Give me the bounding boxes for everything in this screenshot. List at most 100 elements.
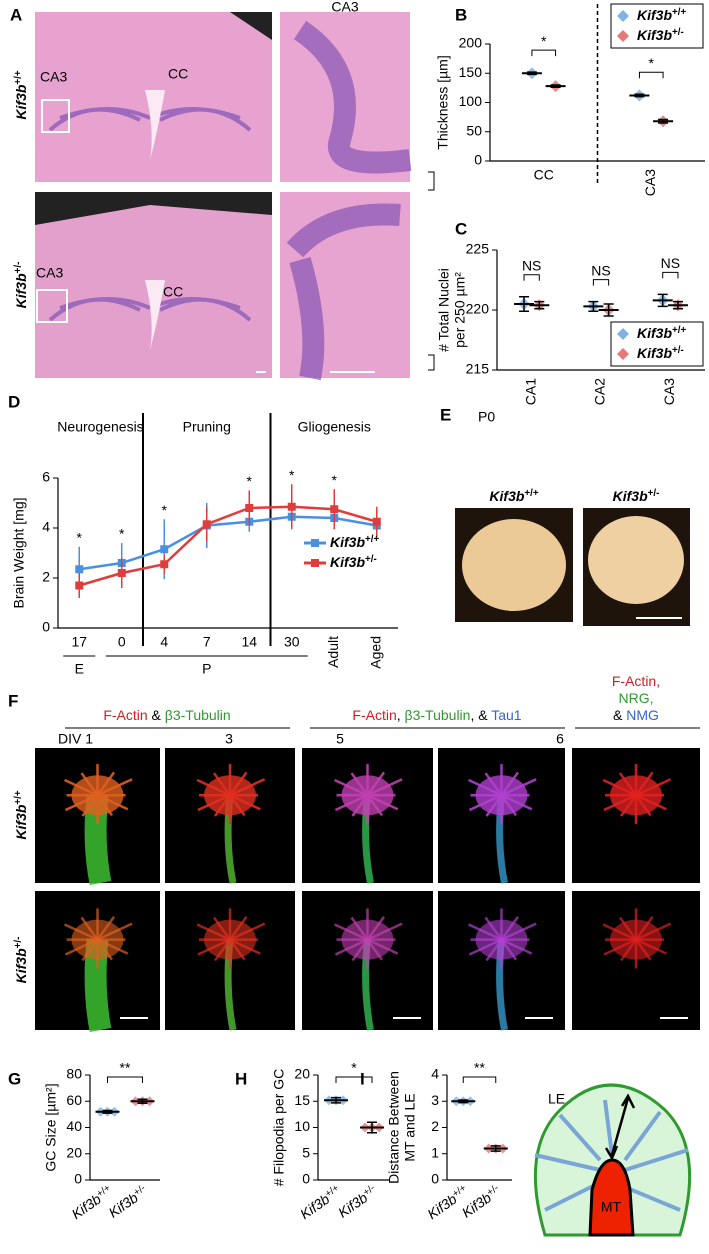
data-point: [117, 569, 126, 577]
growth-cone: [341, 919, 394, 960]
y-tick-label: 1: [431, 1144, 439, 1160]
header-part: , &: [470, 707, 491, 723]
stage-label: Gliogenesis: [298, 419, 371, 435]
significance: *: [289, 467, 295, 483]
error-bar: [603, 303, 614, 317]
data-point: [202, 520, 211, 529]
legend-marker: [617, 348, 629, 360]
x-tick-label: Kif3b+/-: [105, 1182, 150, 1220]
panel-label: F: [8, 691, 18, 710]
significance-bracket: [335, 1076, 373, 1083]
error-bar: [102, 1109, 113, 1114]
brain-photos: [455, 508, 690, 626]
growth-cone: [475, 919, 528, 960]
y-tick-label: 6: [42, 469, 50, 485]
region-label: CC: [163, 284, 183, 300]
y-tick-label: 10: [294, 1118, 310, 1134]
series-line: [79, 515, 377, 571]
y-axis-label: MT and LE: [402, 1093, 418, 1161]
y-tick-label: 20: [66, 1144, 82, 1160]
div-label: 5: [336, 731, 344, 747]
genotype-label: Kif3b+/-: [613, 488, 660, 504]
legend-box: [610, 321, 704, 367]
y-tick-label: 0: [74, 1171, 82, 1187]
y-tick-label: 5: [302, 1144, 310, 1160]
data-point: [372, 517, 381, 526]
error-bar: [331, 1096, 341, 1104]
y-tick-label: 50: [466, 122, 482, 138]
y-tick-label: 60: [66, 1092, 82, 1108]
y-tick-label: 2: [431, 1118, 439, 1134]
header-part: &: [148, 707, 165, 723]
error-bar: [634, 93, 645, 98]
legend-label: Kif3b+/-: [637, 345, 684, 361]
y-axis-label: # Filopodia per GC: [271, 1069, 287, 1187]
data-point: [245, 504, 254, 512]
header-text: NRG,: [619, 690, 654, 706]
y-axis-label: GC Size [µm²]: [43, 1083, 59, 1171]
error-bar: [588, 300, 599, 312]
header-text: F-Actin, β3-Tubulin, & Tau1: [352, 707, 521, 723]
significance-bracket: [107, 1076, 143, 1083]
ca3-layer: [286, 203, 401, 381]
arrow-heads: [604, 1093, 636, 1161]
header-part: β3-Tubulin: [165, 707, 231, 723]
y-tick-label: 0: [42, 619, 50, 635]
y-tick-label: 100: [459, 93, 483, 109]
bracket: [428, 354, 435, 371]
y-tick-label: 0: [302, 1171, 310, 1187]
header-part: Tau1: [491, 707, 522, 723]
y-tick-label: 80: [66, 1066, 82, 1082]
y-tick-label: 225: [466, 241, 490, 257]
legend-label: Kif3b+/+: [637, 7, 686, 23]
significance: *: [541, 33, 547, 49]
header-part: NMG: [626, 707, 659, 723]
significance-bracket: [592, 279, 610, 286]
significance: **: [120, 1060, 131, 1076]
growth-cone: [610, 775, 662, 816]
bracket: [428, 171, 435, 191]
y-tick-label: 0: [431, 1171, 439, 1187]
distance-arrow: [610, 1097, 630, 1156]
genotype-label: Kif3b+/-: [13, 262, 29, 309]
x-tick-label: Kif3b+/+: [68, 1182, 115, 1222]
significance: NS: [661, 255, 680, 271]
error-bar: [658, 118, 669, 124]
growth-cone: [204, 775, 256, 816]
significance: *: [162, 502, 168, 518]
background: [35, 192, 272, 225]
x-tick-label: 17: [71, 634, 87, 650]
y-tick-label: 15: [294, 1092, 310, 1108]
error-bar: [550, 84, 561, 89]
group-label: P: [202, 661, 211, 677]
x-tick-label: Kif3b+/-: [335, 1182, 380, 1220]
y-tick-label: 220: [466, 301, 490, 317]
significance: NS: [591, 262, 610, 278]
error-bar: [519, 296, 530, 312]
panel-label: D: [8, 392, 20, 411]
significance-bracket: [462, 1076, 497, 1083]
hippocampus: [48, 297, 252, 322]
header-part: ,: [397, 707, 405, 723]
significance-bracket: [523, 274, 540, 281]
legend-marker: [311, 559, 319, 567]
error-bar: [534, 300, 545, 310]
header-text: F-Actin,: [612, 673, 660, 689]
filopodia: [534, 1099, 689, 1212]
genotype-label: Kif3b+/+: [13, 790, 29, 839]
panel-label: C: [455, 219, 467, 238]
y-axis-label: Distance Between: [386, 1071, 402, 1184]
header-part: β3-Tubulin: [405, 707, 471, 723]
error-bar: [137, 1098, 148, 1104]
significance: *: [119, 526, 125, 542]
y-axis-label: Brain Weight [mg]: [11, 497, 27, 608]
significance: *: [247, 473, 253, 489]
x-tick-label: Adult: [325, 636, 341, 668]
growth-cone: [71, 919, 124, 960]
x-tick-label: CA3: [642, 169, 658, 196]
legend-label: Kif3b+/+: [637, 325, 686, 341]
y-tick-label: 40: [66, 1118, 82, 1134]
legend-label: Kif3b+/+: [330, 534, 379, 550]
x-tick-label: CA3: [661, 378, 677, 405]
header-part: &: [613, 707, 626, 723]
